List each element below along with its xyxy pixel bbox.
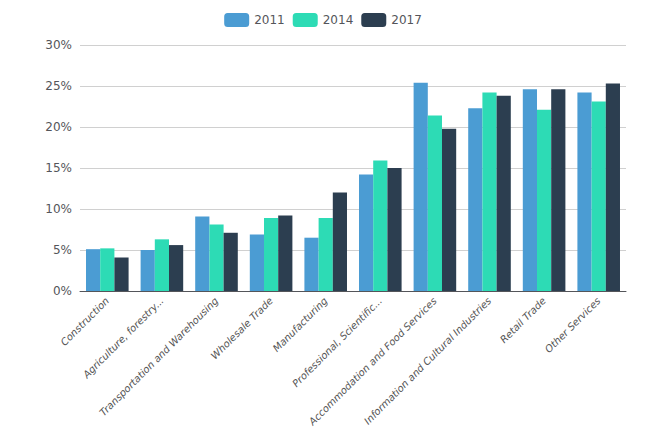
svg-text:Transportation and Warehousing: Transportation and Warehousing: [97, 295, 220, 418]
svg-text:Manufacturing: Manufacturing: [271, 295, 330, 354]
svg-text:2011: 2011: [254, 13, 285, 27]
svg-text:2017: 2017: [391, 13, 422, 27]
svg-text:25%: 25%: [45, 79, 72, 93]
svg-text:20%: 20%: [45, 120, 72, 134]
svg-text:2014: 2014: [323, 13, 354, 27]
svg-text:Other Services: Other Services: [543, 295, 603, 355]
svg-text:0%: 0%: [53, 284, 72, 298]
svg-text:Agriculture, forestry...: Agriculture, forestry...: [80, 295, 166, 381]
svg-text:10%: 10%: [45, 202, 72, 216]
svg-text:Professional, Scientific...: Professional, Scientific...: [290, 295, 384, 389]
svg-text:Accommodation and Food Service: Accommodation and Food Services: [306, 295, 439, 428]
svg-text:Wholesale Trade: Wholesale Trade: [209, 295, 275, 361]
svg-text:15%: 15%: [45, 161, 72, 175]
svg-text:Information and Cultural Indus: Information and Cultural Industries: [362, 295, 493, 426]
svg-text:5%: 5%: [53, 243, 72, 257]
svg-text:30%: 30%: [45, 38, 72, 52]
svg-text:Construction: Construction: [58, 295, 111, 348]
svg-text:Retail Trade: Retail Trade: [498, 295, 548, 345]
